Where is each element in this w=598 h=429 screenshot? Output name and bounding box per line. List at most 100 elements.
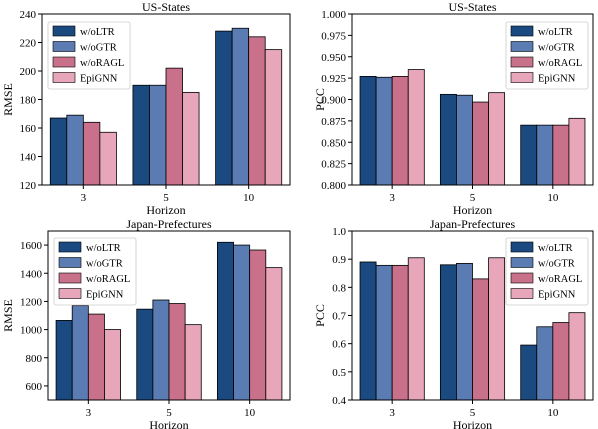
bar-EpiGNN-5 [184,324,202,401]
bar-woGTR-3 [66,114,84,186]
legend-swatch [58,257,82,268]
legend-swatch [510,25,534,37]
bar-woLTR-10 [520,344,538,401]
legend-swatch [52,72,76,83]
bar-woRAGL-10 [248,36,266,186]
y-tick-label: 1.0 [332,226,346,238]
legend-swatch [510,241,534,253]
x-axis-label: Horizon [146,203,185,217]
x-tick-label: 3 [389,407,395,419]
bar-woGTR-10 [231,27,250,186]
y-tick-label: 180 [20,95,37,107]
legend-entry-label: w/oLTR [80,27,115,38]
legend-entry-label: w/oLTR [86,243,121,254]
bar-woRAGL-3 [391,264,409,401]
bar-woRAGL-3 [87,313,105,401]
bar-EpiGNN-5 [488,257,506,401]
bar-EpiGNN-5 [488,92,506,186]
y-tick-label: 0.800 [321,180,346,192]
bar-woLTR-5 [439,93,457,186]
bar-woGTR-10 [536,124,554,186]
bar-EpiGNN-10 [265,267,283,401]
x-axis-label: Horizon [149,418,188,429]
legend: w/oLTR w/oGTR w/oRAGL EpiGNN [505,21,589,90]
chart-4: Japan-Prefectures 0.4 0.5 0.6 0.7 0.8 0.9 1.0 3 5… [313,217,594,429]
y-tick-label: 0.900 [321,95,346,107]
legend-swatch [58,288,82,299]
x-tick-label: 5 [470,192,476,204]
legend-entry-label: EpiGNN [538,74,576,85]
bar-woLTR-5 [439,264,457,401]
bar-woRAGL-5 [472,101,489,186]
chart-1: US-States 120 140 160 180 200 220 240 3 5 10 Horizo… [1,0,291,217]
bar-woRAGL-3 [391,76,409,186]
y-tick-label: 600 [26,381,43,393]
x-tick-label: 3 [81,192,87,204]
x-tick-label: 10 [243,192,255,204]
bar-woGTR-5 [149,84,167,186]
legend-entry-label: w/oGTR [86,259,123,270]
y-tick-label: 0.925 [321,73,346,85]
y-tick-label: 160 [20,123,37,135]
bar-EpiGNN-3 [407,257,425,401]
y-axis-label: PCC [313,88,327,111]
y-axis-label: RMSE [1,299,15,332]
y-tick-label: 220 [20,38,37,50]
legend-entry-label: w/oRAGL [86,274,130,285]
bar-woLTR-3 [359,76,377,186]
y-tick-label: 0.9 [332,254,346,266]
y-tick-label: 140 [20,152,37,164]
legend-entry-label: w/oLTR [538,27,573,38]
y-tick-label: 240 [20,9,37,21]
legend-swatch [510,257,534,268]
x-tick-label: 10 [244,407,256,419]
x-tick-label: 5 [470,407,476,419]
y-tick-label: 800 [26,353,43,365]
legend-swatch [52,56,76,68]
legend-entry-label: w/oRAGL [538,58,582,69]
x-tick-label: 5 [166,407,172,419]
legend-entry-label: w/oRAGL [538,274,582,285]
legend-swatch [510,288,534,299]
bar-woRAGL-10 [249,249,267,401]
chart-2: US-States 0.800 0.825 0.850 0.875 0.900 0.925 0… [313,0,594,217]
bar-EpiGNN-10 [264,49,283,186]
legend: w/oLTR w/oGTR w/oRAGL EpiGNN [47,21,131,90]
x-axis-label: Horizon [453,203,492,217]
bar-woRAGL-5 [165,67,183,186]
y-tick-label: 0.6 [332,339,346,351]
y-tick-label: 120 [20,180,37,192]
bar-woLTR-10 [215,30,233,186]
bar-EpiGNN-10 [568,117,586,186]
bar-EpiGNN-3 [104,329,122,401]
bar-woLTR-5 [136,308,154,401]
y-tick-label: 1600 [20,240,43,252]
bar-woRAGL-5 [472,278,489,401]
chart-title: US-States [449,0,497,14]
y-tick-label: 200 [20,66,37,78]
bar-EpiGNN-3 [99,131,117,186]
chart-title: US-States [142,0,190,14]
bar-woLTR-3 [49,117,68,186]
bar-woLTR-3 [55,320,73,401]
bar-EpiGNN-3 [407,69,425,186]
bar-woGTR-5 [456,262,473,401]
legend-swatch [58,272,82,284]
legend-swatch [52,25,76,37]
legend-entry-label: w/oGTR [538,259,575,270]
y-tick-label: 0.4 [332,395,346,407]
legend-swatch [510,41,534,52]
bar-woLTR-5 [132,84,150,186]
legend-entry-label: EpiGNN [86,290,124,301]
y-axis-label: RMSE [1,83,15,116]
bar-woRAGL-10 [552,322,570,401]
legend-swatch [510,56,534,68]
x-tick-label: 10 [547,192,559,204]
bar-woRAGL-5 [168,303,186,401]
y-tick-label: 0.8 [332,282,346,294]
x-axis-label: Horizon [453,418,492,429]
x-tick-label: 10 [547,407,559,419]
chart-title: Japan-Prefectures [126,217,212,231]
y-tick-label: 0.875 [321,116,346,128]
